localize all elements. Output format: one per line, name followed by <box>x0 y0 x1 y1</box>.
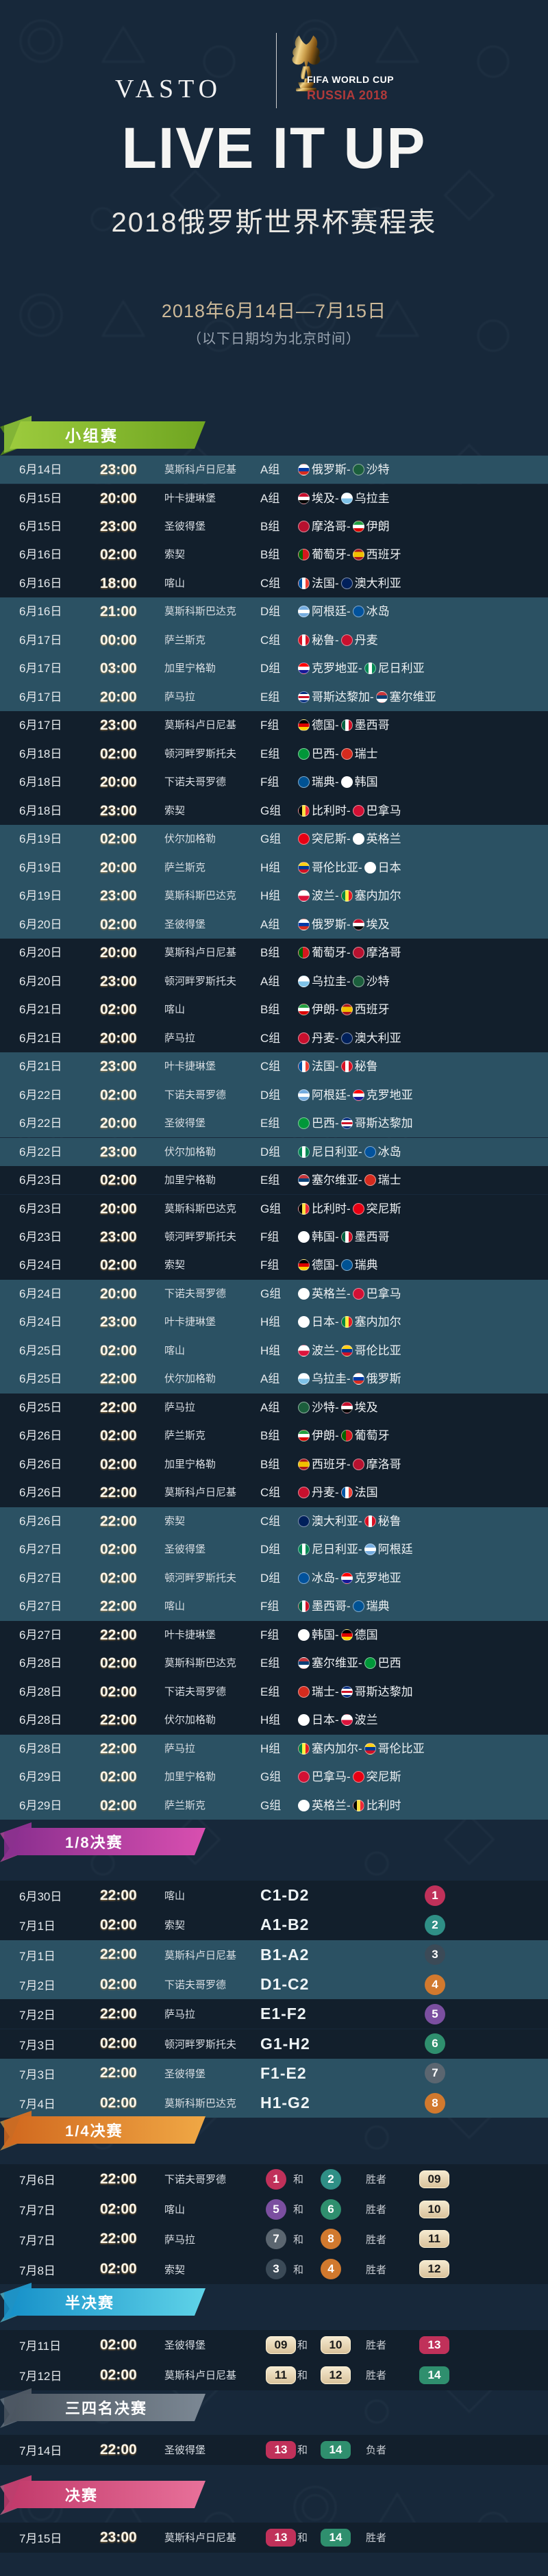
svg-text:1/8决赛: 1/8决赛 <box>65 1834 123 1851</box>
svg-text:1/4决赛: 1/4决赛 <box>65 2122 123 2140</box>
svg-text:决赛: 决赛 <box>65 2487 98 2504</box>
svg-text:三四名决赛: 三四名决赛 <box>65 2400 147 2417</box>
svg-text:半决赛: 半决赛 <box>65 2294 114 2312</box>
svg-text:小组赛: 小组赛 <box>65 427 119 445</box>
